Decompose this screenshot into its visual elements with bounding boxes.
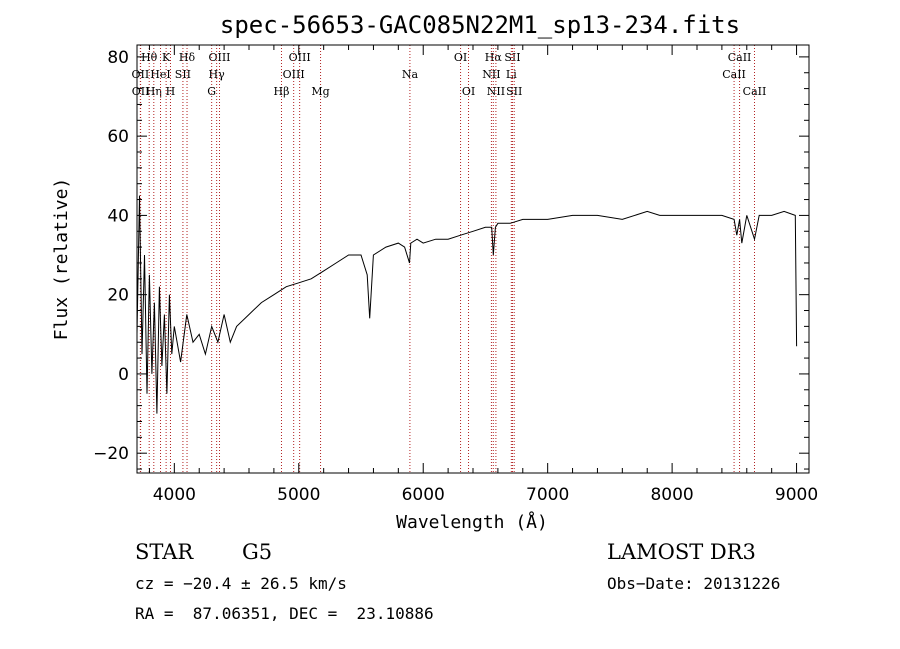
spectral-line-label: Hη [146, 85, 162, 98]
spectral-line-label: SII [506, 85, 522, 98]
x-tick-label: 9000 [775, 485, 818, 505]
x-tick-label: 8000 [650, 485, 693, 505]
spectral-line-label: OIII [283, 68, 305, 81]
y-axis-label: Flux (relative) [51, 178, 72, 341]
coordinates: RA = 87.06351, DEC = 23.10886 [135, 604, 434, 623]
spectral-line-label: Hθ [141, 51, 158, 64]
spectral-line-label: NII [482, 68, 500, 81]
spectral-line-label: Hα [485, 51, 503, 64]
spectral-line-label: SII [504, 51, 520, 64]
spectral-line-label: Hδ [179, 51, 196, 64]
spectral-line-label: CaII [728, 51, 752, 64]
spectral-line-label: Li [506, 68, 517, 81]
spectral-line-label: OI [454, 51, 467, 64]
y-tick-label: −20 [93, 444, 129, 464]
object-class: STAR [135, 540, 194, 564]
redshift-value: cz = −20.4 ± 26.5 km/s [135, 574, 347, 593]
spectral-line-label: HeI [150, 68, 170, 81]
x-axis-label: Wavelength (Å) [396, 511, 548, 533]
spectral-line-label: CaII [743, 85, 767, 98]
x-tick-label: 4000 [153, 485, 196, 505]
spectral-line-label: Mg [311, 85, 329, 98]
y-tick-label: 40 [107, 206, 129, 226]
chart-title: spec-56653-GAC085N22M1_sp13-234.fits [220, 11, 740, 39]
spectral-line-label: H [166, 85, 176, 98]
spectral-line-label: OII [132, 85, 150, 98]
spectral-line-label: Na [402, 68, 419, 81]
x-tick-label: 7000 [526, 485, 569, 505]
x-tick-label: 5000 [277, 485, 320, 505]
spectrum-series-line [136, 195, 798, 414]
spectral-line-label: Hβ [274, 85, 290, 98]
survey-name: LAMOST DR3 [607, 540, 756, 564]
y-tick-label: 20 [107, 286, 129, 306]
spectral-line-label: OI [462, 85, 475, 98]
spectral-line-label: OIII [208, 51, 230, 64]
spectral-line-label: SII [175, 68, 191, 81]
spectral-line-label: G [207, 85, 216, 98]
axis-ticks: 4000 5000 6000 7000 8000 9000 −20 0 20 40 60 80 [93, 45, 818, 505]
spectral-line-label: NII [487, 85, 505, 98]
plot-frame [136, 44, 810, 474]
obs-date: Obs−Date: 20131226 [607, 574, 781, 593]
x-tick-label: 6000 [402, 485, 445, 505]
spectral-line-label: OIII [289, 51, 311, 64]
y-tick-label: 0 [118, 365, 129, 385]
spectral-line-label: K [162, 51, 171, 64]
y-tick-label: 60 [107, 127, 129, 147]
subclass: G5 [242, 540, 273, 564]
y-tick-label: 80 [107, 48, 129, 68]
spectral-line-label: CaII [722, 68, 746, 81]
spectral-line-label: OII [132, 68, 150, 81]
spectral-line-label: Hγ [209, 68, 226, 81]
